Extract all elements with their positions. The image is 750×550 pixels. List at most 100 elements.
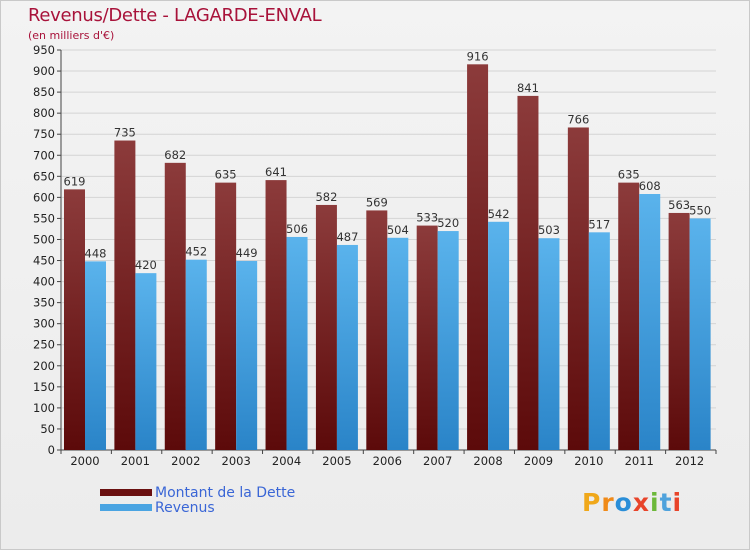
data-label-revenus: 550 [689,203,711,217]
x-tick-label: 2012 [675,454,704,468]
data-label-revenus: 608 [639,179,661,193]
y-tick-label: 550 [33,211,55,225]
data-label-revenus: 448 [85,246,107,260]
y-tick-label: 950 [33,43,55,57]
data-label-dette: 735 [114,126,136,140]
y-tick-label: 500 [33,232,55,246]
bar-revenus [689,218,711,450]
bar-revenus [437,231,459,450]
y-tick-label: 650 [33,169,55,183]
data-label-revenus: 520 [437,216,459,230]
bar-revenus [185,259,207,450]
bar-dette [618,182,640,450]
data-label-revenus: 542 [488,207,510,221]
bar-revenus [85,261,106,450]
data-label-revenus: 517 [588,217,610,231]
bars [64,64,711,451]
legend-swatch-revenus [100,504,152,511]
bar-revenus [286,236,308,450]
y-tick-label: 700 [33,148,55,162]
x-tick-label: 2005 [322,454,351,468]
x-tick-label: 2007 [423,454,452,468]
y-tick-label: 350 [33,296,55,310]
data-label-dette: 641 [265,165,287,179]
y-tick-label: 400 [33,275,55,289]
bar-dette [215,182,237,450]
bar-revenus [538,238,560,450]
data-label-dette: 582 [315,190,337,204]
logo-letter: r [601,488,615,517]
y-tick-label: 250 [33,338,55,352]
x-tick-label: 2004 [272,454,301,468]
data-label-dette: 635 [215,168,237,182]
y-tick-label: 0 [48,443,55,457]
data-label-dette: 619 [64,174,86,188]
bar-chart: 0 50 100 150 200 250 300 350 400 450 500 550 600 650 7… [33,43,717,468]
x-tick-label: 2010 [574,454,603,468]
y-tick-label: 450 [33,254,55,268]
x-tick-label: 2000 [70,454,99,468]
logo-letter: t [659,488,673,517]
x-tick-label: 2009 [524,454,553,468]
data-label-revenus: 487 [336,230,358,244]
bar-revenus [336,244,358,450]
y-tick-label: 100 [33,401,55,415]
y-tick-label: 300 [33,317,55,331]
data-label-dette: 766 [567,112,589,126]
bar-revenus [639,194,661,450]
y-tick-label: 900 [33,64,55,78]
data-label-revenus: 506 [286,222,308,236]
x-tick-label: 2011 [625,454,654,468]
data-label-revenus: 503 [538,223,560,237]
bar-revenus [588,232,610,450]
data-label-revenus: 504 [387,223,409,237]
x-tick-label: 2001 [121,454,150,468]
y-tick-label: 750 [33,127,55,141]
bar-dette [315,204,337,450]
proxiti-logo: Proxiti [582,488,682,517]
logo-letter: P [582,488,602,517]
logo-letter: i [672,488,683,517]
chart-title: Revenus/Dette - LAGARDE-ENVAL [28,5,322,26]
data-label-dette: 841 [517,81,539,95]
x-tick-label: 2002 [171,454,200,468]
data-label-dette: 682 [164,148,186,162]
bar-revenus [236,260,258,450]
chart-subtitle: (en milliers d'€) [28,29,115,42]
bar-dette [164,162,186,450]
bar-dette [567,127,589,450]
bar-revenus [135,273,157,450]
bar-dette [668,212,690,450]
y-tick-label: 850 [33,85,55,99]
y-tick-label: 150 [33,380,55,394]
bar-dette [265,180,287,450]
data-label-dette: 569 [366,195,388,209]
data-label-dette: 916 [467,49,489,63]
y-tick-label: 800 [33,106,55,120]
y-tick-label: 200 [33,359,55,373]
y-tick-label: 600 [33,190,55,204]
bar-dette [64,189,85,451]
data-label-revenus: 420 [135,258,157,272]
data-label-dette: 635 [618,168,640,182]
y-tick-label: 50 [40,422,55,436]
logo-letter: x [632,488,650,517]
data-labels: 619 448 735 420 682 452 635 449 641 506 582 487 569 5… [64,49,712,272]
x-tick-label: 2003 [222,454,251,468]
data-label-revenus: 449 [236,246,258,260]
data-label-dette: 563 [668,198,690,212]
bar-dette [467,64,489,450]
bar-dette [366,210,388,450]
bar-dette [114,140,136,451]
axes: 0 50 100 150 200 250 300 350 400 450 500 550 600 650 7… [33,43,717,468]
x-tick-label: 2006 [373,454,402,468]
x-tick-label: 2008 [473,454,502,468]
bar-dette [517,95,539,450]
bar-dette [416,225,438,450]
legend-label-revenus: Revenus [155,500,215,516]
data-label-revenus: 452 [185,245,207,259]
logo-letter: o [614,488,633,517]
legend-swatch-dette [100,489,152,496]
logo-letter: i [650,488,660,517]
data-label-dette: 533 [416,211,438,225]
